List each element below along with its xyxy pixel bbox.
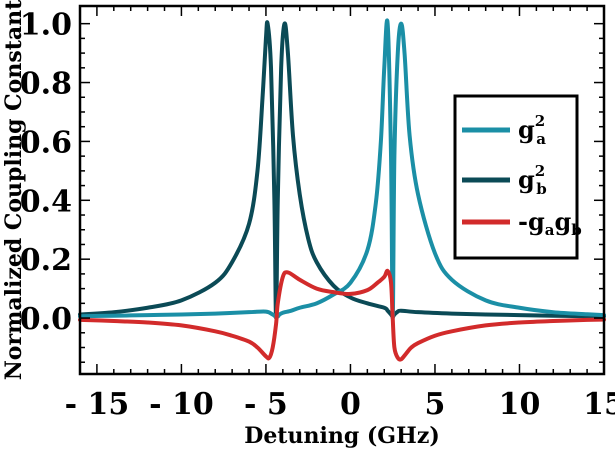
x-tick-label: 5 — [425, 387, 446, 422]
y-tick-label: 0.8 — [20, 67, 72, 102]
y-tick-labels: 0.0 0.2 0.4 0.6 0.8 1.0 — [20, 8, 72, 337]
series-ga-squared — [78, 18, 606, 321]
series-gb-squared — [78, 20, 606, 321]
plot-frame — [78, 4, 606, 376]
legend: g2 a g2 b -gagb — [453, 94, 582, 260]
x-tick-label: 10 — [499, 387, 541, 422]
legend-label: -gagb — [518, 207, 582, 239]
x-tick-labels: - 15 - 10 - 5 0 5 10 15 — [65, 387, 615, 422]
legend-box — [453, 94, 579, 260]
x-tick-label: - 15 — [65, 387, 130, 422]
y-tick-label: 0.6 — [20, 125, 72, 160]
x-axis-title: Detuning (GHz) — [244, 423, 440, 449]
y-tick-label: 0.0 — [20, 302, 72, 337]
x-tick-label: - 5 — [244, 387, 288, 422]
x-tick-label: 15 — [583, 387, 615, 422]
axis-ticks — [79, 6, 605, 374]
y-tick-label: 1.0 — [20, 8, 72, 43]
x-tick-label: - 10 — [149, 387, 214, 422]
series-minus-ga-gb — [78, 268, 606, 362]
y-axis-title: Normalized Coupling Constant — [1, 0, 27, 380]
legend-label: g2 a — [518, 112, 546, 148]
y-tick-label: 0.4 — [20, 184, 72, 219]
y-tick-label: 0.2 — [20, 243, 72, 278]
plot-series — [78, 18, 606, 362]
legend-label: g2 b — [518, 162, 547, 198]
x-tick-label: 0 — [340, 387, 361, 422]
